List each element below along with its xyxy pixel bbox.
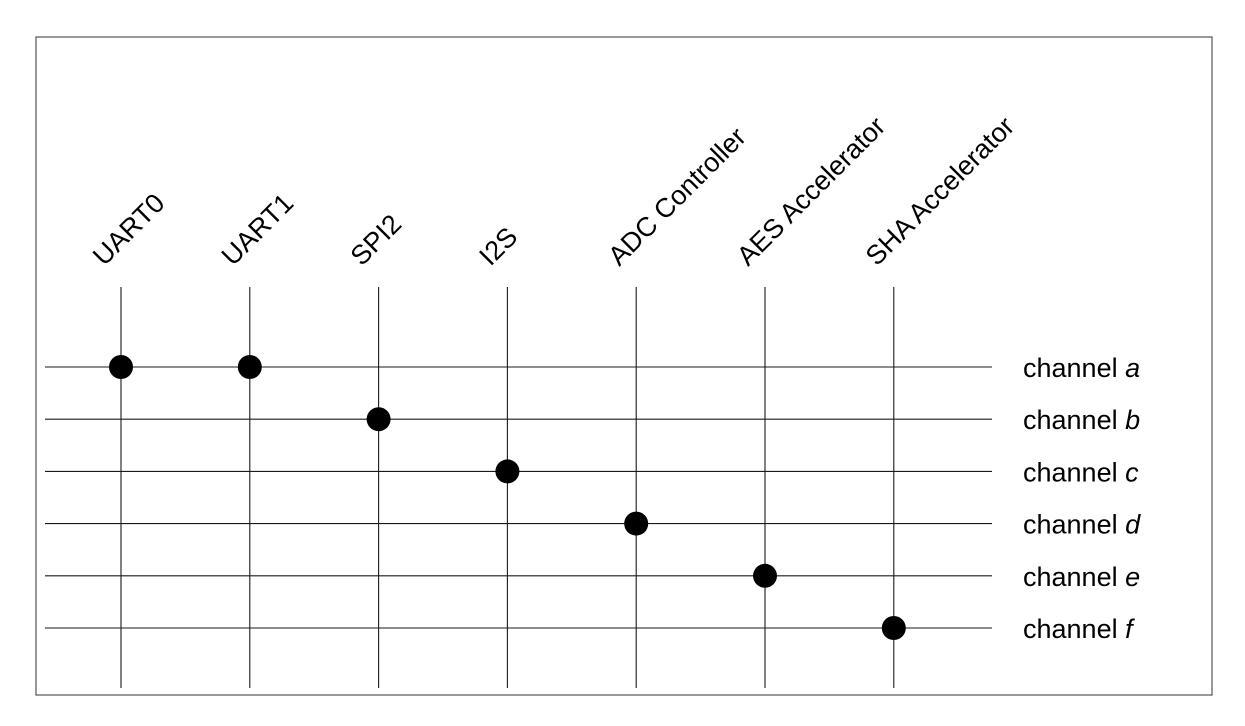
channel-label-space bbox=[1118, 614, 1126, 644]
channel-label-space bbox=[1118, 562, 1126, 592]
connection-dot-sha-accelerator-f bbox=[881, 616, 906, 640]
channel-label-letter: d bbox=[1125, 510, 1141, 540]
channel-label-prefix: channel bbox=[1023, 614, 1118, 644]
connection-dot-adc-controller-d bbox=[624, 511, 649, 536]
channel-label-e: channel e bbox=[1023, 562, 1140, 592]
channel-label-d: channel d bbox=[1023, 510, 1141, 540]
channel-label-a: channel a bbox=[1023, 353, 1140, 383]
channel-label-f: channel f bbox=[1023, 614, 1135, 644]
connection-dot-i2s-c bbox=[495, 459, 520, 484]
channel-label-c: channel c bbox=[1023, 457, 1139, 487]
channel-label-space bbox=[1118, 405, 1126, 435]
connection-dots bbox=[109, 355, 906, 640]
channel-label-letter: f bbox=[1125, 614, 1135, 644]
connection-dot-spi2-b bbox=[366, 407, 391, 432]
connection-dot-uart0-a bbox=[109, 355, 133, 379]
channel-label-space bbox=[1118, 353, 1126, 383]
channel-label-prefix: channel bbox=[1023, 405, 1118, 435]
channel-label-prefix: channel bbox=[1023, 562, 1118, 592]
channel-label-prefix: channel bbox=[1023, 353, 1118, 383]
connection-dot-aes-accelerator-e bbox=[753, 563, 777, 588]
channel-label-space bbox=[1118, 510, 1126, 540]
channel-label-letter: c bbox=[1125, 457, 1139, 487]
channel-label-letter: b bbox=[1125, 405, 1140, 435]
connection-dot-uart1-a bbox=[237, 355, 262, 379]
channel-label-prefix: channel bbox=[1023, 457, 1118, 487]
diagram-frame bbox=[35, 36, 1213, 696]
channel-label-prefix: channel bbox=[1023, 510, 1118, 540]
channel-label-b: channel b bbox=[1023, 405, 1140, 435]
channel-label-space bbox=[1118, 457, 1126, 487]
channel-label-letter: e bbox=[1125, 562, 1140, 592]
channel-label-letter: a bbox=[1125, 353, 1140, 383]
